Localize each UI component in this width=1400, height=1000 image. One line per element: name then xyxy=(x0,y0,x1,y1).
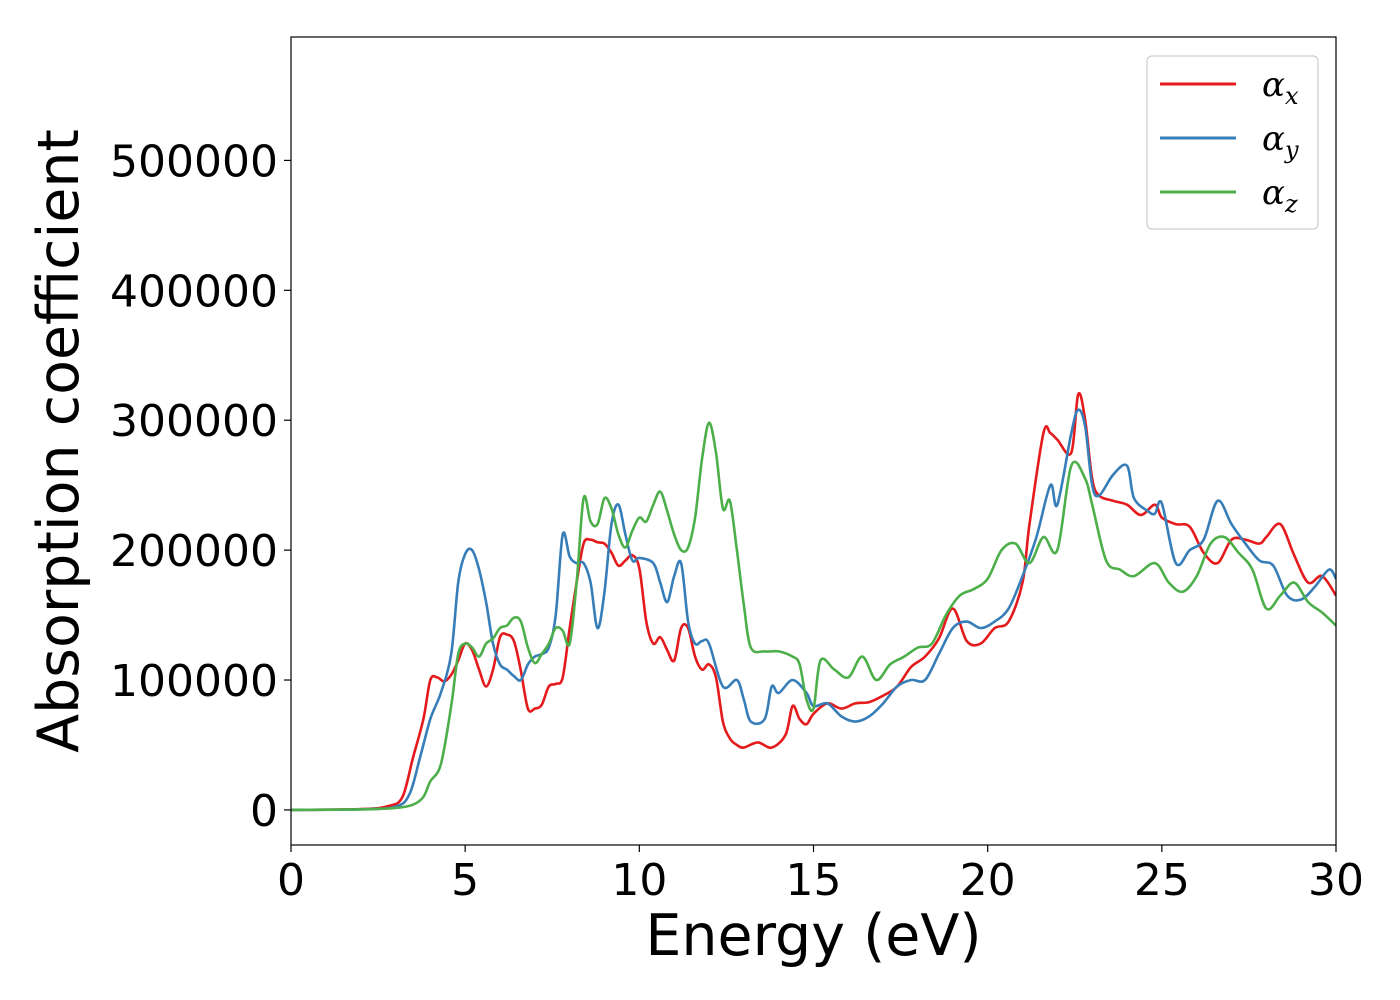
x-tick-label: 15 xyxy=(786,855,842,906)
series-line-alpha-x xyxy=(291,391,1336,812)
y-tick-label: 400000 xyxy=(110,266,278,317)
series-line-alpha-y xyxy=(291,408,1336,812)
x-tick-label: 30 xyxy=(1308,855,1364,906)
y-tick-label: 500000 xyxy=(110,136,278,187)
legend: αx αy αz xyxy=(1146,55,1319,230)
x-tick-label: 20 xyxy=(960,855,1016,906)
legend-box xyxy=(1146,55,1319,230)
x-tick-label: 5 xyxy=(451,855,479,906)
x-axis-title: Energy (eV) xyxy=(645,903,981,969)
x-tick-label: 25 xyxy=(1134,855,1190,906)
y-tick-label: 0 xyxy=(250,786,278,837)
x-tick-label: 0 xyxy=(277,855,305,906)
series-layer xyxy=(291,391,1336,812)
y-tick-label: 300000 xyxy=(110,396,278,447)
y-axis-title: Absorption coefficient xyxy=(26,129,92,753)
series-line-alpha-z xyxy=(291,421,1336,812)
x-tick-label: 10 xyxy=(611,855,667,906)
x-axis-ticks: 0 5 10 15 20 25 30 xyxy=(277,845,1364,906)
y-axis-ticks: 0 100000 200000 300000 400000 500000 xyxy=(110,136,291,837)
y-tick-label: 200000 xyxy=(110,526,278,577)
y-tick-label: 100000 xyxy=(110,656,278,707)
